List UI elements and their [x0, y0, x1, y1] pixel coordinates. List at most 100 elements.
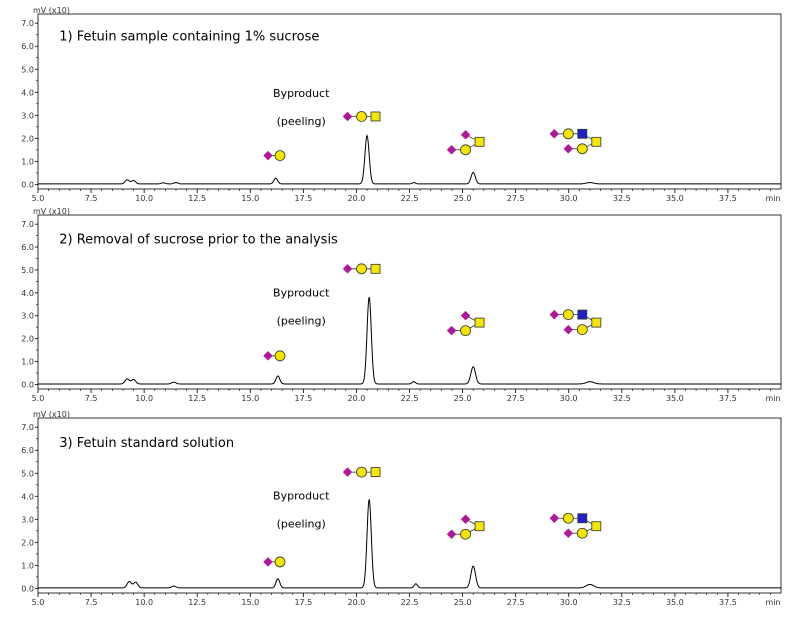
- y-tick-label: 4.0: [21, 88, 34, 97]
- hexnac-square-icon: [370, 111, 381, 122]
- x-tick-label: 37.5: [719, 394, 737, 403]
- y-tick-label: 3.0: [21, 312, 34, 321]
- x-tick-label: 22.5: [401, 598, 419, 607]
- sialic-acid-diamond-icon: [263, 557, 273, 567]
- peeling-label: (peeling): [277, 518, 326, 531]
- sialic-acid-diamond-icon: [446, 529, 457, 540]
- sialic-acid-diamond-icon: [342, 467, 353, 477]
- x-axis-unit-label: min: [765, 598, 780, 607]
- x-tick-label: 17.5: [294, 394, 312, 403]
- hexnac-square-icon: [591, 521, 602, 532]
- byproduct-label: Byproduct: [273, 490, 330, 503]
- x-tick-label: 32.5: [613, 394, 631, 403]
- y-tick-label: 1.0: [21, 561, 34, 570]
- y-tick-label: 6.0: [21, 446, 34, 455]
- x-tick-label: 22.5: [401, 194, 419, 203]
- y-tick-label: 2.0: [21, 335, 34, 344]
- peeling-label: (peeling): [277, 115, 326, 128]
- y-tick-label: 6.0: [21, 42, 34, 51]
- sialic-acid-diamond-icon: [446, 325, 457, 336]
- x-tick-label: 27.5: [507, 194, 525, 203]
- byproduct-label: Byproduct: [273, 286, 330, 299]
- sialic-acid-diamond-icon: [263, 350, 273, 361]
- x-tick-label: 32.5: [613, 598, 631, 607]
- galactose-circle-icon: [356, 263, 367, 275]
- y-tick-label: 0.0: [21, 584, 34, 593]
- hexnac-square-icon: [370, 467, 381, 478]
- sialic-acid-diamond-icon: [563, 143, 574, 154]
- y-tick-label: 7.0: [21, 19, 34, 28]
- hexnac-square-icon: [370, 263, 381, 274]
- x-tick-label: 10.0: [135, 598, 153, 607]
- hexnac-square-icon: [591, 136, 602, 147]
- y-tick-label: 3.0: [21, 111, 34, 120]
- galactose-circle-icon: [562, 512, 574, 524]
- x-tick-label: 12.5: [188, 194, 206, 203]
- sialic-acid-diamond-icon: [342, 263, 353, 274]
- y-tick-label: 0.0: [21, 180, 34, 189]
- galactose-circle-icon: [562, 128, 574, 140]
- x-tick-label: 30.0: [560, 394, 578, 403]
- y-tick-label: 0.0: [21, 380, 34, 389]
- x-tick-label: 35.0: [666, 394, 684, 403]
- byproduct-label: Byproduct: [273, 87, 330, 100]
- glycan-structure-byproduct: [263, 556, 286, 568]
- glycan-structure-lin: [342, 111, 381, 122]
- x-tick-label: 35.0: [666, 194, 684, 203]
- galactose-circle-icon: [576, 143, 588, 155]
- galactose-circle-icon: [576, 527, 588, 539]
- panel-title: 1) Fetuin sample containing 1% sucrose: [59, 29, 319, 44]
- x-tick-label: 7.5: [85, 598, 98, 607]
- sialic-acid-diamond-icon: [446, 144, 457, 155]
- hexnac-square-icon: [474, 136, 485, 147]
- glycan-structure-br2: [446, 514, 485, 540]
- x-tick-label: 10.0: [135, 194, 153, 203]
- y-tick-label: 5.0: [21, 266, 34, 275]
- glycan-structure-br2: [446, 129, 485, 156]
- x-tick-label: 17.5: [294, 598, 312, 607]
- sialic-acid-diamond-icon: [563, 528, 574, 539]
- x-tick-label: 5.0: [32, 394, 45, 403]
- x-tick-label: 30.0: [560, 194, 578, 203]
- x-tick-label: 25.0: [454, 598, 472, 607]
- y-tick-label: 4.0: [21, 289, 34, 298]
- chromatogram-panel-2: mV (x10) 0.0 1.0 2.0 3.0 4.0 5.0 6.0 7.0 5.0 7.5 10…: [21, 207, 782, 403]
- y-tick-label: 3.0: [21, 515, 34, 524]
- x-tick-label: 12.5: [188, 598, 206, 607]
- chromatogram-trace: [38, 499, 781, 589]
- chromatogram-panel-1: mV (x10) 0.0 1.0 2.0 3.0 4.0 5.0 6.0 7.0 5.0 7.5 10…: [21, 6, 782, 203]
- glycan-structure-lin: [342, 466, 381, 478]
- galactose-circle-icon: [562, 309, 574, 321]
- x-tick-label: 7.5: [85, 394, 98, 403]
- x-tick-label: 27.5: [507, 598, 525, 607]
- sialic-acid-diamond-icon: [549, 309, 560, 320]
- glycan-structure-br3: [549, 309, 602, 336]
- peeling-label: (peeling): [277, 314, 326, 327]
- x-tick-label: 10.0: [135, 394, 153, 403]
- glycan-structure-byproduct: [263, 150, 286, 162]
- sialic-acid-diamond-icon: [460, 514, 471, 525]
- galactose-circle-icon: [274, 150, 286, 162]
- glcnac-square-icon: [577, 513, 588, 524]
- x-axis-unit-label: min: [765, 194, 780, 203]
- sialic-acid-diamond-icon: [563, 324, 574, 335]
- x-tick-label: 32.5: [613, 194, 631, 203]
- x-axis-unit-label: min: [765, 394, 780, 403]
- galactose-circle-icon: [576, 324, 588, 336]
- sialic-acid-diamond-icon: [460, 310, 471, 321]
- y-axis-unit-label: mV (x10): [33, 410, 70, 419]
- panel-title: 3) Fetuin standard solution: [59, 436, 234, 451]
- x-tick-label: 15.0: [241, 194, 259, 203]
- chromatogram-trace: [38, 296, 781, 385]
- galactose-circle-icon: [356, 111, 367, 122]
- x-tick-label: 37.5: [719, 598, 737, 607]
- y-tick-label: 7.0: [21, 423, 34, 432]
- chromatogram-trace: [38, 134, 781, 185]
- sialic-acid-diamond-icon: [460, 129, 471, 140]
- x-tick-label: 22.5: [401, 394, 419, 403]
- x-tick-label: 17.5: [294, 194, 312, 203]
- y-tick-label: 2.0: [21, 134, 34, 143]
- x-tick-label: 35.0: [666, 598, 684, 607]
- y-tick-label: 1.0: [21, 157, 34, 166]
- x-tick-label: 25.0: [454, 394, 472, 403]
